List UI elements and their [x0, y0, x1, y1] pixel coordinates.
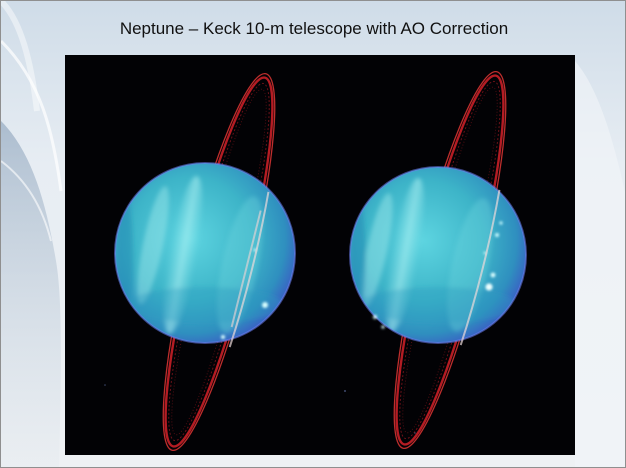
right-planet-group	[349, 70, 527, 450]
slide-title: Neptune – Keck 10-m telescope with AO Co…	[119, 19, 509, 38]
planet-render	[104, 70, 527, 452]
left-planet-group	[114, 72, 296, 452]
telescope-image	[65, 55, 575, 455]
